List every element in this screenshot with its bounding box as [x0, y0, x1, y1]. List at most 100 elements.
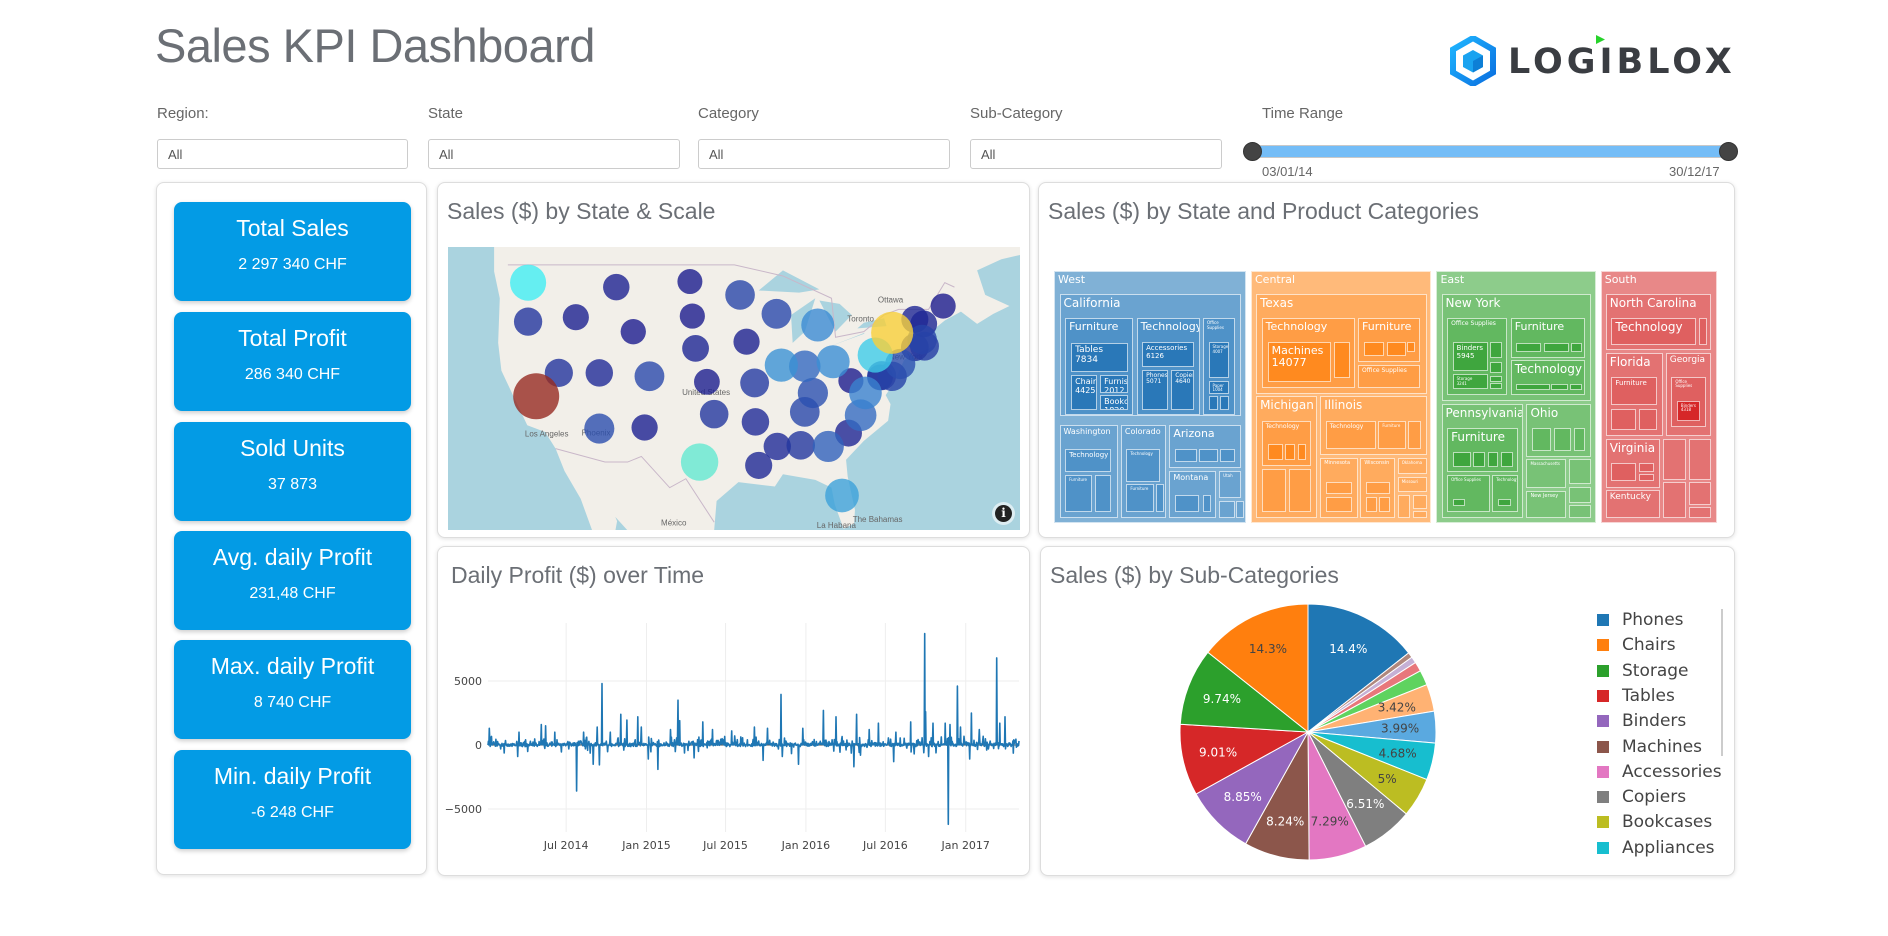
state-filter-dropdown[interactable]: All: [428, 139, 680, 169]
state-sales-bubble[interactable]: [907, 324, 937, 355]
treemap-node-ca-chairs[interactable]: Chairs 4425: [1071, 375, 1098, 410]
treemap-node[interactable]: [1663, 482, 1687, 518]
treemap-node[interactable]: [1639, 408, 1657, 431]
treemap-node[interactable]: [1297, 444, 1306, 460]
map-attribution-info-icon[interactable]: i: [995, 505, 1012, 522]
treemap-node[interactable]: [1365, 481, 1390, 495]
treemap-node[interactable]: [1472, 452, 1486, 467]
treemap-node[interactable]: [1489, 361, 1502, 373]
treemap-node-ca-phones[interactable]: Phones 5071: [1142, 369, 1169, 410]
treemap-node[interactable]: [1489, 382, 1502, 390]
legend-item-tables[interactable]: Tables: [1597, 686, 1675, 706]
treemap-node-missouri[interactable]: Missouri: [1397, 476, 1427, 493]
category-filter-dropdown[interactable]: All: [698, 139, 950, 169]
state-sales-bubble[interactable]: [816, 345, 850, 379]
treemap-node[interactable]: [1407, 342, 1416, 352]
treemap-node[interactable]: [1531, 428, 1552, 451]
treemap-node[interactable]: [1489, 375, 1502, 382]
treemap-node-ca-bookcases[interactable]: Bookcases 1820: [1100, 395, 1128, 410]
treemap-node[interactable]: [1568, 504, 1592, 518]
state-sales-bubble[interactable]: [603, 273, 630, 301]
state-sales-bubble[interactable]: [789, 350, 821, 382]
state-sales-bubble[interactable]: [930, 293, 956, 319]
state-sales-bubble[interactable]: [849, 376, 882, 410]
treemap-node-massachusetts[interactable]: Massachusetts: [1526, 458, 1567, 489]
state-sales-bubble[interactable]: [733, 328, 760, 355]
treemap-node-il-furn[interactable]: Furniture: [1378, 420, 1407, 449]
pie-slice[interactable]: [1179, 651, 1310, 733]
treemap-node[interactable]: [1220, 396, 1230, 410]
legend-item-accessories[interactable]: Accessories: [1597, 762, 1722, 782]
state-sales-bubble[interactable]: [562, 304, 589, 331]
state-sales-bubble[interactable]: [510, 264, 547, 301]
treemap-node-il-tech[interactable]: Technology: [1325, 420, 1376, 449]
state-sales-bubble[interactable]: [513, 373, 560, 420]
treemap-node-ca-paper[interactable]: Paper 1004: [1208, 381, 1230, 394]
treemap-node-wa-furn[interactable]: Furniture: [1065, 475, 1092, 512]
state-sales-bubble[interactable]: [699, 399, 729, 429]
state-sales-bubble[interactable]: [825, 478, 859, 513]
treemap-node-newjersey[interactable]: New Jersey: [1526, 491, 1567, 518]
treemap-node[interactable]: [1156, 484, 1165, 512]
treemap-node[interactable]: [1500, 452, 1513, 467]
state-sales-bubble[interactable]: [620, 319, 646, 345]
treemap-node[interactable]: [1175, 495, 1200, 512]
state-sales-bubble[interactable]: [585, 359, 614, 387]
treemap-node[interactable]: [1220, 448, 1235, 463]
treemap-node[interactable]: [1261, 468, 1287, 512]
treemap-node-utah[interactable]: Utah: [1219, 470, 1241, 499]
treemap-node[interactable]: [1568, 487, 1592, 503]
treemap-node[interactable]: [1365, 497, 1377, 512]
treemap-node[interactable]: [1489, 342, 1502, 359]
treemap-node[interactable]: [1516, 384, 1550, 391]
treemap-node[interactable]: [1688, 438, 1712, 481]
state-sales-bubble[interactable]: [677, 269, 703, 295]
state-sales-bubble[interactable]: [740, 368, 770, 398]
state-sales-bubble[interactable]: [694, 368, 720, 395]
treemap-node-tx-office[interactable]: Office Supplies: [1358, 365, 1421, 388]
treemap-node[interactable]: [1639, 462, 1654, 472]
state-sales-bubble[interactable]: [801, 308, 835, 342]
treemap-node[interactable]: [1452, 498, 1465, 506]
treemap-node[interactable]: [1543, 342, 1569, 352]
treemap-node-ca-acc[interactable]: Accessories 6126: [1142, 342, 1195, 367]
treemap-node[interactable]: [1325, 497, 1352, 512]
treemap-node[interactable]: [1497, 498, 1511, 506]
legend-item-appliances[interactable]: Appliances: [1597, 838, 1715, 858]
treemap-node[interactable]: [1208, 396, 1218, 410]
state-sales-bubble[interactable]: [680, 443, 719, 481]
treemap-node-oklahoma[interactable]: Oklahoma: [1397, 457, 1427, 474]
treemap-node[interactable]: [1397, 495, 1411, 518]
state-sales-bubble[interactable]: [797, 377, 828, 409]
state-sales-bubble[interactable]: [812, 430, 844, 463]
treemap-node[interactable]: [1412, 495, 1427, 509]
state-sales-bubble[interactable]: [741, 408, 770, 436]
treemap-node[interactable]: [1219, 500, 1235, 518]
treemap-node[interactable]: [1699, 318, 1707, 345]
legend-item-chairs[interactable]: Chairs: [1597, 635, 1676, 655]
state-sales-bubble[interactable]: [871, 311, 914, 354]
treemap-node[interactable]: [1688, 482, 1712, 506]
treemap-node[interactable]: [1553, 428, 1571, 451]
treemap-node-ca-copiers[interactable]: Copiers 4640: [1171, 369, 1195, 410]
state-sales-bubble[interactable]: [679, 303, 705, 329]
sales-treemap[interactable]: West Central East South California Furniture T…: [1054, 271, 1717, 523]
treemap-node[interactable]: [1325, 481, 1352, 495]
treemap-node[interactable]: [1408, 420, 1421, 449]
legend-item-copiers[interactable]: Copiers: [1597, 787, 1686, 807]
treemap-node-co-furn[interactable]: Furniture: [1126, 484, 1155, 512]
treemap-node[interactable]: [1094, 475, 1112, 512]
treemap-node[interactable]: [1333, 342, 1350, 379]
state-sales-bubble[interactable]: [761, 298, 792, 329]
legend-item-bookcases[interactable]: Bookcases: [1597, 812, 1712, 832]
pie-slice[interactable]: [1307, 603, 1410, 734]
treemap-node[interactable]: [1175, 448, 1197, 463]
state-sales-bubble[interactable]: [885, 348, 916, 380]
treemap-node[interactable]: [1288, 468, 1312, 512]
treemap-node[interactable]: [1199, 448, 1218, 463]
treemap-node[interactable]: [1569, 384, 1583, 391]
treemap-node-kentucky[interactable]: Kentucky: [1605, 490, 1660, 518]
legend-item-storage[interactable]: Storage: [1597, 661, 1689, 681]
state-sales-bubble[interactable]: [682, 334, 709, 362]
legend-scrollbar[interactable]: [1721, 609, 1723, 756]
